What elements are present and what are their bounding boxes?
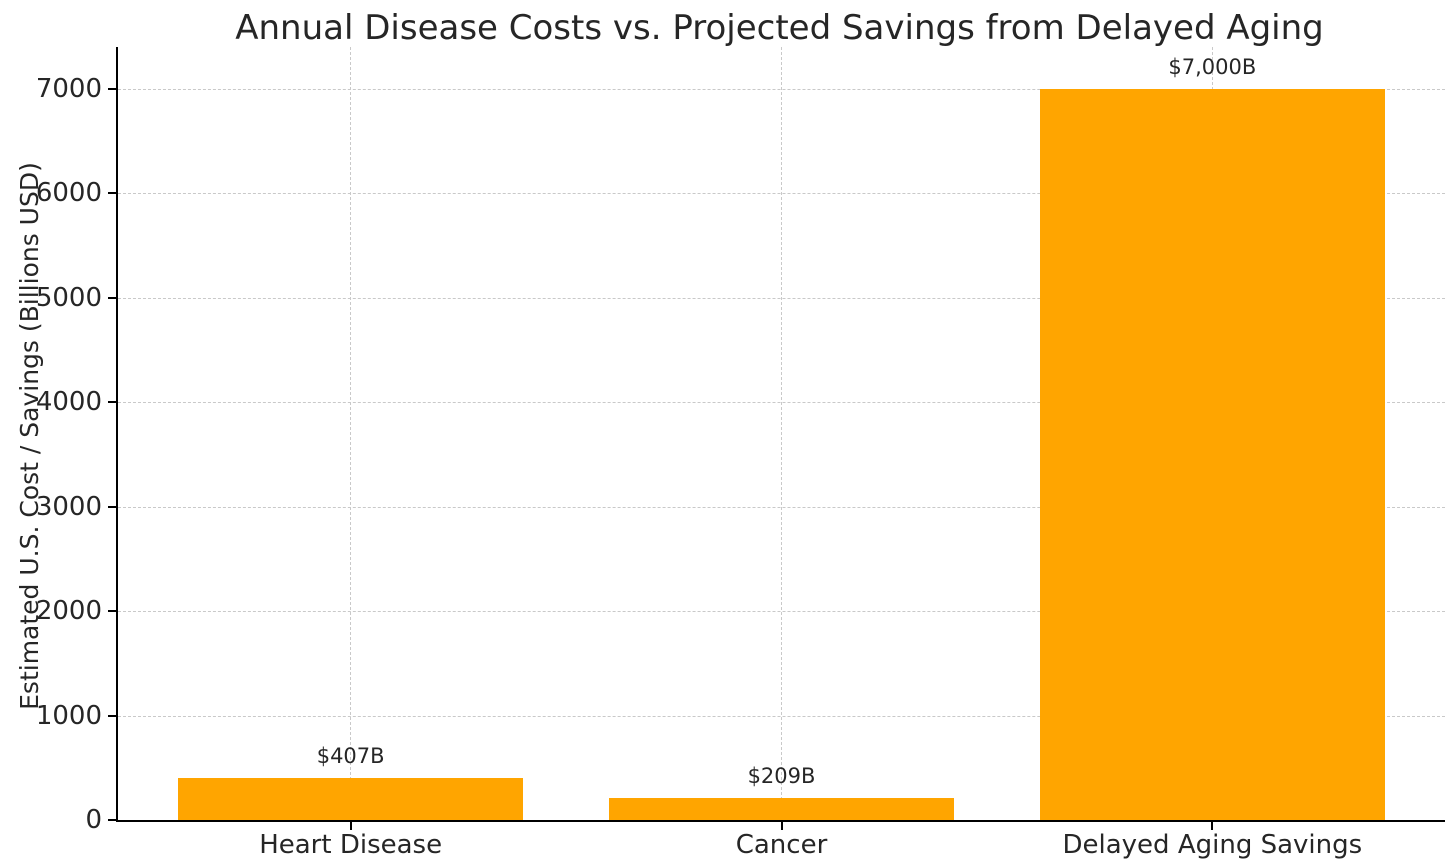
plot-area: 0 1000 2000 3000 4000 5000 6000 7000 $407B Heart …: [36, 47, 1445, 860]
y-tick: [108, 610, 116, 613]
y-tick-label: 0: [85, 805, 102, 835]
bar: [178, 777, 523, 820]
y-tick: [108, 819, 116, 821]
x-tick-label: Heart Disease: [259, 830, 443, 860]
x-gridline: [780, 47, 782, 820]
y-tick: [108, 401, 116, 404]
y-tick: [108, 505, 116, 508]
x-gridline: [349, 47, 351, 820]
bar: [609, 798, 954, 820]
x-tick-label: Delayed Aging Savings: [1062, 830, 1363, 860]
bar-value-label: $407B: [316, 743, 385, 768]
bar-value-label: $209B: [747, 764, 816, 789]
y-tick: [108, 714, 116, 717]
y-tick-label: 6000: [35, 178, 102, 209]
y-tick-label: 1000: [35, 700, 102, 731]
x-tick-label: Cancer: [735, 830, 828, 860]
y-tick: [108, 296, 116, 299]
bar: [1040, 88, 1385, 820]
y-tick-label: 7000: [35, 73, 102, 104]
y-tick-label: 2000: [35, 596, 102, 627]
x-tick: [349, 822, 352, 830]
y-tick: [108, 87, 116, 90]
y-tick-label: 5000: [35, 282, 102, 313]
x-tick: [1211, 822, 1214, 830]
bar-value-label: $7,000B: [1168, 54, 1257, 79]
y-tick-label: 4000: [35, 387, 102, 418]
y-axis-label: Estimated U.S. Cost / Savings (Billions …: [15, 162, 44, 710]
x-tick: [780, 822, 783, 830]
chart-title: Annual Disease Costs vs. Projected Savin…: [235, 8, 1324, 48]
y-tick: [108, 192, 116, 195]
y-tick-label: 3000: [35, 491, 102, 522]
